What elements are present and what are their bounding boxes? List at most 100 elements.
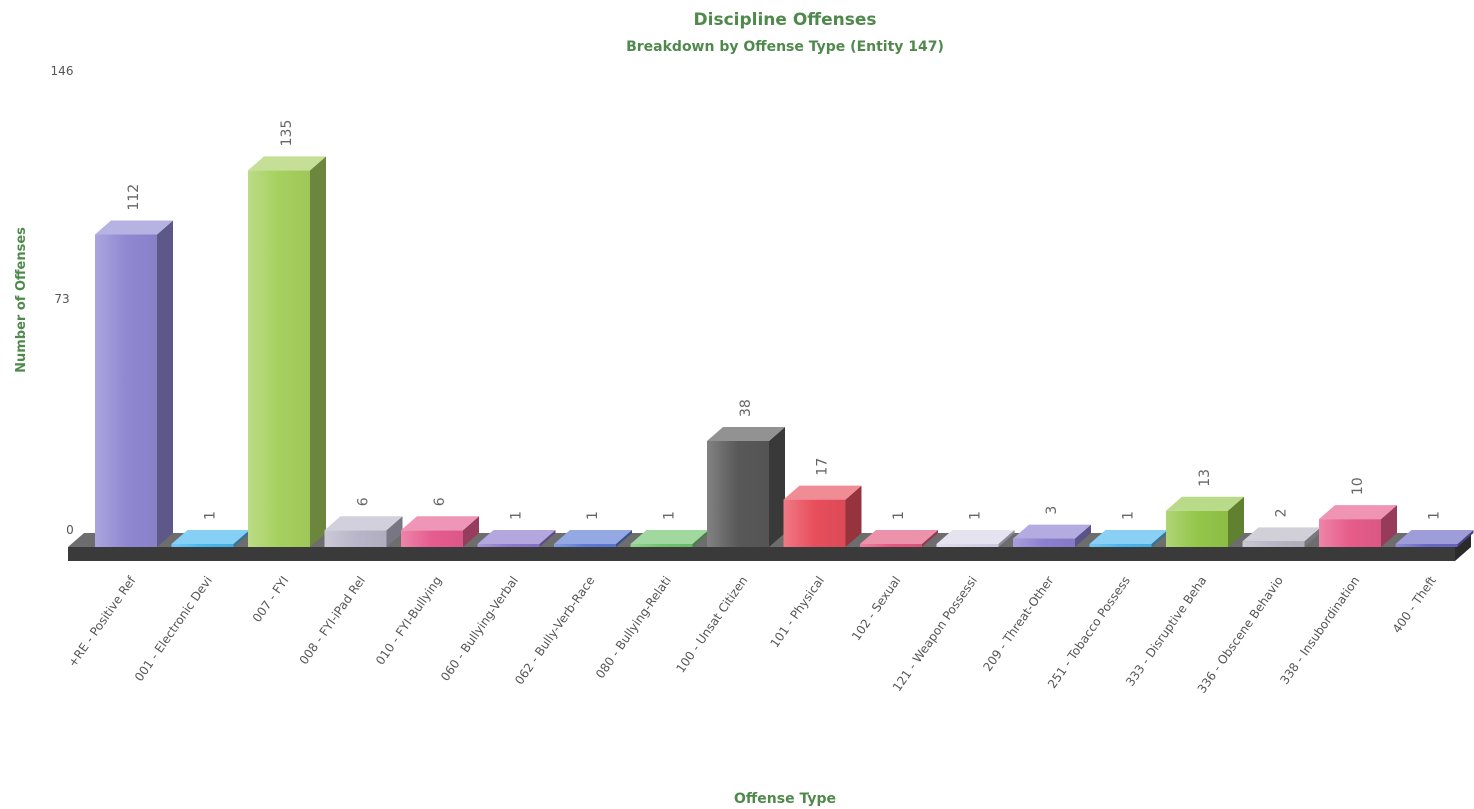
x-axis-title: Offense Type: [734, 791, 836, 807]
bar-value-label: 1: [891, 511, 907, 520]
bar-side: [1228, 496, 1244, 547]
x-tick-label: 080 - Bullying-Relati: [593, 574, 674, 681]
bar-top: [95, 220, 173, 235]
x-tick-label: 336 - Obscene Behavio: [1195, 574, 1286, 696]
bar-top: [707, 426, 785, 441]
bar-value-label: 6: [356, 497, 372, 506]
bar-top: [554, 530, 632, 544]
bar-side: [463, 516, 479, 547]
bar-top: [936, 530, 1015, 544]
bar-value-label: 3: [1044, 506, 1060, 515]
bar-value-label: 1: [203, 511, 219, 520]
bar-value-label: 1: [1427, 511, 1443, 520]
bar-side: [692, 530, 709, 547]
bar-side: [998, 530, 1015, 547]
bar-front: [1319, 519, 1381, 547]
bar: 10: [1319, 477, 1397, 547]
bar-side: [1457, 530, 1474, 547]
bar-front: [401, 530, 463, 547]
bar-side: [769, 426, 785, 547]
x-tick-label: 251 - Tobacco Possess: [1045, 574, 1133, 691]
bar-side: [157, 220, 173, 547]
bar-top: [401, 516, 479, 531]
bar-value-label: 1: [509, 511, 525, 520]
bar-side: [539, 530, 556, 547]
bar-side: [1381, 505, 1397, 547]
bar-value-label: 1: [1121, 511, 1137, 520]
bar: 1: [860, 511, 938, 547]
bar-side: [922, 530, 938, 547]
y-tick-label-top: 146: [51, 64, 74, 78]
y-tick-label-mid: 73: [54, 292, 69, 306]
bar-value-label: 1: [968, 511, 984, 520]
x-tick-label: 007 - FYI: [250, 574, 292, 625]
bar-front: [1166, 510, 1228, 547]
x-tick-label: 062 - Bully-Verb-Race: [512, 574, 597, 688]
floor-side: [1455, 533, 1471, 561]
x-tick-label: 008 - FYI-iPad Rel: [297, 574, 368, 667]
x-tick-label: 209 - Threat-Other: [980, 574, 1056, 674]
bar: 1: [1395, 511, 1474, 547]
bar-top: [1242, 527, 1321, 542]
x-tick-label: 333 - Disruptive Beha: [1123, 574, 1209, 689]
floor-front: [68, 547, 1455, 561]
y-axis-title: Number of Offenses: [14, 227, 29, 373]
bar-top: [324, 516, 403, 531]
bar-value-label: 135: [279, 120, 295, 147]
bar-front: [171, 544, 234, 547]
bar: 13: [1166, 469, 1244, 547]
bar-top: [171, 530, 250, 544]
bar-side: [1075, 524, 1091, 547]
bar-value-label: 38: [738, 399, 754, 417]
bar: 135: [248, 120, 326, 547]
bar-side: [845, 485, 862, 547]
x-tick-label: 102 - Sexual: [849, 574, 904, 644]
bar-top: [1166, 496, 1244, 511]
bar-top: [1013, 524, 1091, 539]
bar-side: [616, 530, 632, 547]
bar: 6: [401, 497, 479, 547]
x-tick-label: 400 - Theft: [1390, 573, 1439, 635]
bar-side: [310, 156, 326, 547]
bar-side: [233, 530, 250, 547]
bar-top: [1319, 505, 1397, 520]
bar-value-label: 1: [585, 511, 601, 520]
x-tick-label: 010 - FYI-Bullying: [373, 574, 445, 668]
bar: 1: [554, 511, 632, 547]
bar-front: [1089, 544, 1152, 547]
bar-top: [477, 530, 556, 544]
x-tick-label: 101 - Physical: [767, 574, 826, 651]
bar-front: [477, 544, 540, 547]
bar-side: [386, 516, 403, 547]
bar-front: [707, 440, 769, 547]
bar: 1: [171, 511, 250, 547]
y-tick-label-zero: 0: [66, 523, 74, 537]
x-tick-label: 121 - Weapon Possessi: [890, 574, 980, 694]
bar-front: [1013, 538, 1075, 547]
bar-top: [783, 485, 862, 500]
x-tick-label: 060 - Bullying-Verbal: [438, 574, 521, 684]
x-tick-label: 338 - Insubordination: [1277, 574, 1362, 687]
bar-front: [95, 234, 157, 547]
bar-top: [1089, 530, 1168, 544]
bar-value-label: 1: [662, 511, 678, 520]
bar: 1: [1089, 511, 1168, 547]
x-tick-label: +RE - Positive Ref: [65, 573, 139, 670]
bar-front: [324, 530, 387, 547]
bar-top: [1395, 530, 1474, 544]
bar-value-label: 13: [1197, 469, 1213, 487]
bar: 1: [630, 511, 709, 547]
chart-title: Discipline Offenses: [694, 10, 877, 30]
bar: 2: [1242, 508, 1321, 547]
bar-front: [1395, 544, 1458, 547]
bar-value-label: 112: [126, 184, 142, 211]
bar-front: [860, 544, 922, 547]
bar-side: [1151, 530, 1168, 547]
bar: 112: [95, 184, 173, 547]
bar: 17: [783, 458, 862, 547]
bar-side: [1304, 527, 1321, 547]
bar-front: [248, 170, 310, 547]
bar-value-label: 17: [815, 458, 831, 476]
